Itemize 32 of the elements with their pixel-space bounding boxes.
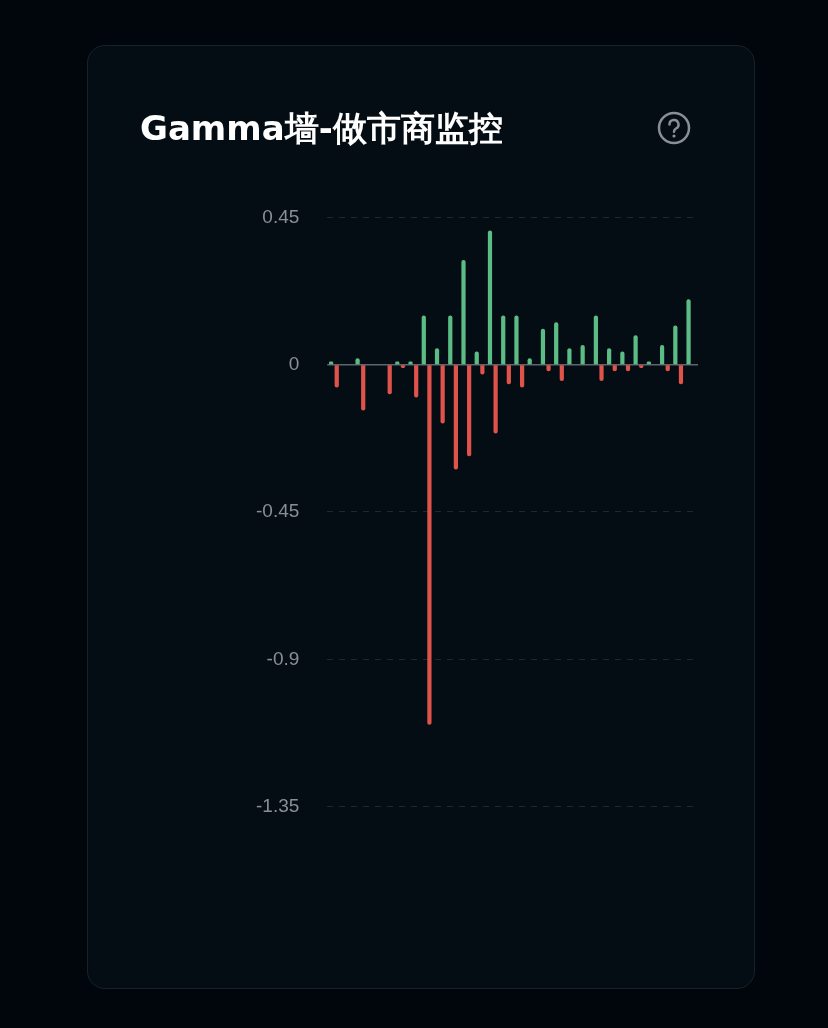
bar — [493, 365, 498, 434]
bar — [554, 322, 559, 365]
bar — [633, 335, 638, 365]
bar — [506, 365, 511, 385]
bar — [448, 315, 453, 365]
bar — [580, 345, 585, 365]
bar — [427, 365, 432, 725]
bar — [453, 365, 458, 470]
bar — [440, 365, 445, 424]
bar — [361, 365, 366, 411]
bar — [467, 365, 472, 457]
bar — [461, 259, 466, 365]
bar — [519, 365, 525, 388]
y-tick-label: -0.45 — [255, 500, 300, 522]
bar — [514, 315, 519, 365]
bar — [678, 365, 684, 385]
bar — [487, 230, 493, 365]
bar — [414, 365, 419, 398]
y-tick-label: -1.35 — [255, 794, 300, 816]
bar — [659, 345, 665, 365]
y-tick-label: 0.45 — [262, 205, 300, 227]
bar — [673, 325, 678, 365]
bar — [686, 299, 691, 365]
bar — [540, 328, 546, 365]
y-tick-label: 0 — [288, 352, 300, 374]
y-tick-label: -0.9 — [266, 647, 300, 669]
bar — [334, 365, 339, 388]
chart-title: Gamma墙-做市商监控 — [140, 107, 503, 150]
bar — [593, 315, 598, 365]
bar — [421, 315, 426, 365]
bar — [501, 315, 506, 365]
bar — [387, 365, 392, 395]
